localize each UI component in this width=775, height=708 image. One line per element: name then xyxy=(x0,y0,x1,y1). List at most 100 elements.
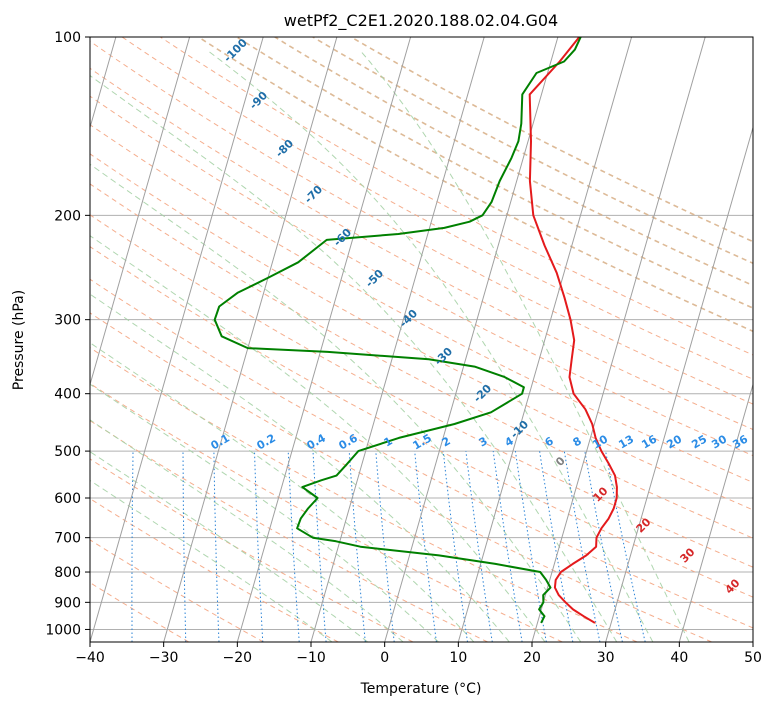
x-tick-label: −10 xyxy=(296,650,326,666)
dry-adiabat-line xyxy=(90,498,339,642)
mixing-ratio-label: 16 xyxy=(639,432,659,451)
isotherm-line xyxy=(605,125,753,642)
y-tick-label: 200 xyxy=(54,208,81,224)
isotherm-line xyxy=(752,640,753,642)
x-tick-label: 30 xyxy=(597,650,615,666)
dewpoint-profile-line xyxy=(213,37,582,624)
mixing-ratio-label: 10 xyxy=(590,432,610,451)
isotherm-line xyxy=(90,37,264,642)
y-tick-label: 900 xyxy=(54,595,81,611)
dry-adiabat-line xyxy=(236,37,753,309)
dry-adiabat-label: 10 xyxy=(591,484,611,504)
mixing-ratio-line xyxy=(348,451,366,642)
mixing-ratio-line xyxy=(605,451,646,642)
x-tick-label: 50 xyxy=(744,650,762,666)
x-axis-label: Temperature (°C) xyxy=(360,681,482,697)
mixing-ratio-label: 20 xyxy=(664,432,684,451)
mixing-ratio-line xyxy=(492,451,523,642)
temperature-profile-line xyxy=(528,37,618,624)
mixing-ratio-label: 0.6 xyxy=(337,431,361,452)
y-axis-label: Pressure (hPa) xyxy=(11,290,27,390)
plot-area: 0.1 0.2 0.4 0.6 1 1.5 2 3 4 6 8 10 13 16 20 25 30 36-100-… xyxy=(90,37,753,642)
mixing-ratio-line xyxy=(414,451,437,642)
moist-adiabat-line xyxy=(90,163,582,642)
dry-adiabat-line xyxy=(90,183,753,539)
dry-adiabat-label: -80 xyxy=(273,137,296,160)
dry-adiabat-label: -20 xyxy=(471,382,494,405)
plot-frame xyxy=(89,36,754,643)
x-tick-label: 20 xyxy=(523,650,541,666)
dry-adiabat-label: 30 xyxy=(678,545,698,565)
sounding-profiles xyxy=(213,37,618,624)
moist-adiabat-line xyxy=(90,293,510,642)
dry-adiabat-label: -10 xyxy=(508,418,531,441)
dry-adiabat-line xyxy=(90,214,753,568)
isotherm-line xyxy=(90,37,191,387)
moist-adiabat-line xyxy=(90,451,368,642)
moist-adiabat-line xyxy=(359,49,690,642)
dry-adiabat-label: -50 xyxy=(363,267,386,290)
dry-adiabat-line xyxy=(90,67,753,431)
dry-adiabat-line xyxy=(274,37,753,287)
isotherms xyxy=(90,37,753,642)
mixing-ratio-line xyxy=(375,451,395,642)
y-tick-label: 700 xyxy=(54,531,81,547)
dry-adiabat-line xyxy=(90,347,638,642)
isotherm-line xyxy=(531,37,706,642)
y-tick-label: 600 xyxy=(54,491,81,507)
mixing-ratio-line xyxy=(254,451,264,642)
y-tick-label: 500 xyxy=(54,444,81,460)
dry-adiabat-line xyxy=(90,95,753,457)
gridlines xyxy=(90,37,753,630)
moist-adiabat-line xyxy=(90,419,404,642)
x-tick-label: 0 xyxy=(380,650,389,666)
y-tick-label: 1000 xyxy=(45,622,81,638)
y-axis: 100 200 300 400 500 600 700 800 900 1000 xyxy=(45,30,90,638)
y-tick-label: 300 xyxy=(54,313,81,329)
moist-adiabats xyxy=(90,49,690,642)
y-tick-label: 400 xyxy=(54,387,81,403)
mixing-ratio-lines xyxy=(131,451,646,642)
dry-adiabat-line xyxy=(121,37,753,380)
moist-adiabat-line xyxy=(90,479,333,642)
dry-adiabat-label: 0 xyxy=(553,454,568,469)
dry-adiabat-label: -70 xyxy=(302,183,325,206)
isotherm-line xyxy=(163,37,338,642)
dry-adiabat-label: -90 xyxy=(247,89,270,112)
dry-adiabat-line xyxy=(197,37,753,333)
x-tick-label: −40 xyxy=(75,650,105,666)
y-tick-label: 100 xyxy=(54,30,81,46)
x-tick-label: 40 xyxy=(670,650,688,666)
mixing-ratio-label: 0.2 xyxy=(255,431,278,452)
mixing-ratio-label: 0.4 xyxy=(305,431,329,452)
mixing-ratio-label: 3 xyxy=(477,434,490,449)
dry-adiabat-label: -40 xyxy=(397,307,420,330)
x-axis: −40 −30 −20 −10 0 10 20 30 40 50 xyxy=(75,642,762,666)
dry-adiabat-label: -30 xyxy=(432,345,455,368)
dry-adiabat-line xyxy=(90,312,712,642)
dry-adiabat-line xyxy=(90,539,264,642)
x-tick-label: −20 xyxy=(223,650,253,666)
dry-adiabat-line xyxy=(90,458,414,642)
chart-title: wetPf2_C2E1.2020.188.02.04.G04 xyxy=(284,11,558,31)
isotherm-line xyxy=(457,37,633,642)
mixing-ratio-line xyxy=(442,451,468,642)
mixing-ratio-label: 1 xyxy=(382,434,395,449)
x-tick-label: 10 xyxy=(449,650,467,666)
isotherm-line xyxy=(384,37,559,642)
dry-adiabat-line xyxy=(90,40,753,405)
mixing-ratio-line xyxy=(563,451,601,642)
mixing-ratio-label: 36 xyxy=(730,432,750,451)
dry-adiabat-line xyxy=(90,582,190,642)
dry-adiabat-line xyxy=(350,37,753,243)
line-labels: 0.1 0.2 0.4 0.6 1 1.5 2 3 4 6 8 10 13 16 20 25 30 36-100-… xyxy=(209,37,751,597)
mixing-ratio-line xyxy=(312,451,327,642)
mixing-ratio-line xyxy=(539,451,574,642)
mixing-ratio-line xyxy=(465,451,493,642)
isotherm-line xyxy=(678,382,753,642)
mixing-ratio-label: 2 xyxy=(440,434,453,449)
moist-adiabat-line xyxy=(206,49,654,642)
mixing-ratio-line xyxy=(213,451,220,642)
x-tick-label: −30 xyxy=(149,650,179,666)
